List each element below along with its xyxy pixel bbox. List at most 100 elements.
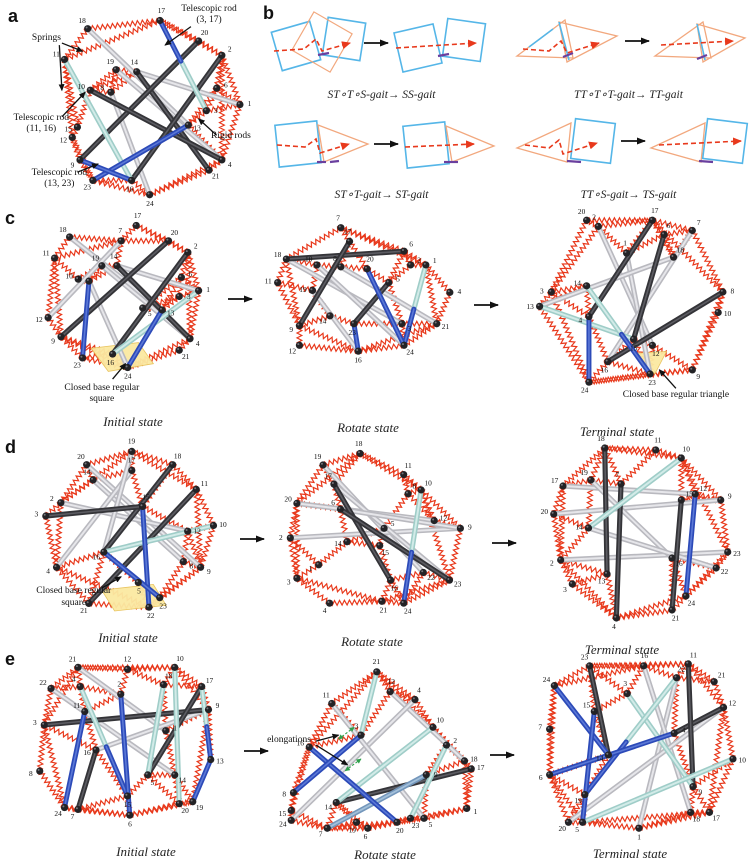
svg-text:15: 15 — [382, 548, 390, 557]
svg-text:3: 3 — [408, 324, 412, 333]
svg-text:19: 19 — [128, 437, 136, 446]
svg-text:4: 4 — [323, 606, 327, 615]
svg-text:23: 23 — [349, 328, 357, 337]
svg-text:7: 7 — [118, 226, 122, 235]
svg-text:1: 1 — [623, 238, 627, 247]
svg-text:10: 10 — [65, 271, 73, 280]
gait-diagram-sts: ST∘T∘S-gait→ SS-gait — [258, 10, 505, 101]
svg-text:11: 11 — [201, 479, 208, 488]
svg-text:12: 12 — [35, 315, 43, 324]
svg-text:11: 11 — [323, 690, 330, 699]
svg-text:19: 19 — [196, 803, 204, 812]
gait-caption-st: ST∘T-gait→ ST-gait — [334, 189, 429, 201]
svg-text:3: 3 — [563, 585, 567, 594]
svg-text:12: 12 — [440, 513, 448, 522]
svg-text:20: 20 — [559, 824, 567, 833]
panel-letter-e: e — [5, 649, 16, 669]
gait-diagram-ttt: TT∘T∘T-gait→ TT-gait — [505, 10, 752, 101]
svg-text:8: 8 — [29, 769, 33, 778]
svg-text:8: 8 — [100, 83, 104, 92]
gait-drawing-ttt — [514, 18, 747, 64]
state-caption: Terminal state — [592, 846, 668, 861]
svg-text:2: 2 — [550, 558, 554, 567]
state-caption: Initial state — [98, 630, 158, 645]
svg-text:23: 23 — [412, 821, 420, 830]
svg-text:20: 20 — [541, 507, 549, 516]
svg-text:20: 20 — [77, 452, 85, 461]
svg-text:20: 20 — [171, 228, 179, 237]
transition-arrow-icon — [240, 535, 265, 543]
svg-text:15: 15 — [142, 492, 150, 501]
svg-text:13: 13 — [193, 123, 201, 132]
svg-text:18: 18 — [693, 815, 701, 824]
svg-text:18: 18 — [59, 225, 67, 234]
svg-text:7: 7 — [616, 470, 620, 479]
svg-text:16: 16 — [107, 358, 115, 367]
svg-text:18: 18 — [355, 439, 363, 448]
svg-text:16: 16 — [354, 355, 362, 364]
state-caption: Rotate state — [354, 847, 416, 862]
svg-text:9: 9 — [71, 160, 75, 169]
svg-text:16: 16 — [297, 739, 305, 748]
svg-text:16: 16 — [641, 651, 649, 660]
svg-text:15: 15 — [583, 701, 591, 710]
svg-text:12: 12 — [60, 136, 68, 145]
svg-text:8: 8 — [189, 562, 193, 571]
svg-text:16: 16 — [675, 559, 683, 568]
svg-text:22: 22 — [39, 678, 47, 687]
svg-text:19: 19 — [349, 825, 357, 834]
svg-text:23: 23 — [733, 549, 741, 558]
svg-text:9: 9 — [51, 337, 55, 346]
svg-text:12: 12 — [124, 654, 132, 663]
svg-text:2: 2 — [50, 494, 54, 503]
tensegrity-structure-e-terminal: 23 16 11 24 22 21 3 12 15 7 4 14 10 6 9 19 18 17 20 5 1 — [538, 651, 746, 842]
svg-text:14: 14 — [319, 317, 327, 326]
svg-text:19: 19 — [299, 285, 307, 294]
svg-text:3: 3 — [540, 286, 544, 295]
svg-text:17: 17 — [325, 471, 333, 480]
svg-text:4: 4 — [612, 622, 616, 631]
svg-text:1: 1 — [474, 807, 478, 816]
svg-text:16: 16 — [93, 553, 101, 562]
svg-text:5: 5 — [148, 309, 152, 318]
svg-text:23: 23 — [84, 183, 92, 192]
svg-text:1: 1 — [309, 564, 313, 573]
svg-text:24: 24 — [146, 199, 154, 208]
svg-text:7: 7 — [697, 218, 701, 227]
svg-text:15: 15 — [124, 800, 132, 809]
svg-text:5: 5 — [429, 820, 433, 829]
svg-text:9: 9 — [696, 372, 700, 381]
svg-text:19: 19 — [580, 468, 588, 477]
annotation-label: Closed base regular square — [36, 586, 112, 608]
svg-text:21: 21 — [373, 657, 381, 666]
svg-text:12: 12 — [700, 484, 708, 493]
svg-text:4: 4 — [579, 315, 583, 324]
annotation-label: elongations — [267, 735, 311, 746]
svg-text:24: 24 — [404, 607, 412, 616]
svg-text:15: 15 — [279, 809, 287, 818]
svg-text:14: 14 — [131, 57, 139, 66]
svg-text:17: 17 — [651, 206, 659, 215]
state-caption: Initial state — [116, 844, 176, 859]
svg-text:18: 18 — [78, 16, 86, 25]
svg-text:19: 19 — [314, 452, 322, 461]
gait-drawing-sts — [269, 11, 486, 73]
svg-text:24: 24 — [54, 809, 62, 818]
svg-text:2: 2 — [117, 680, 121, 689]
svg-text:23: 23 — [648, 378, 656, 387]
svg-text:24: 24 — [543, 675, 551, 684]
svg-text:4: 4 — [46, 566, 50, 575]
state-caption: Terminal state — [584, 642, 660, 657]
tensegrity-structure-c-terminal: 20 2 17 7 6 1 18 14 3 8 13 4 10 15 12 16 23 9 24 — [526, 206, 734, 395]
svg-text:18: 18 — [677, 245, 685, 254]
svg-text:3: 3 — [623, 679, 627, 688]
svg-text:17: 17 — [551, 476, 559, 485]
svg-text:5: 5 — [391, 519, 395, 528]
svg-text:22: 22 — [427, 573, 435, 582]
svg-text:14: 14 — [83, 467, 91, 476]
svg-text:3: 3 — [287, 578, 291, 587]
svg-text:12: 12 — [388, 677, 396, 686]
